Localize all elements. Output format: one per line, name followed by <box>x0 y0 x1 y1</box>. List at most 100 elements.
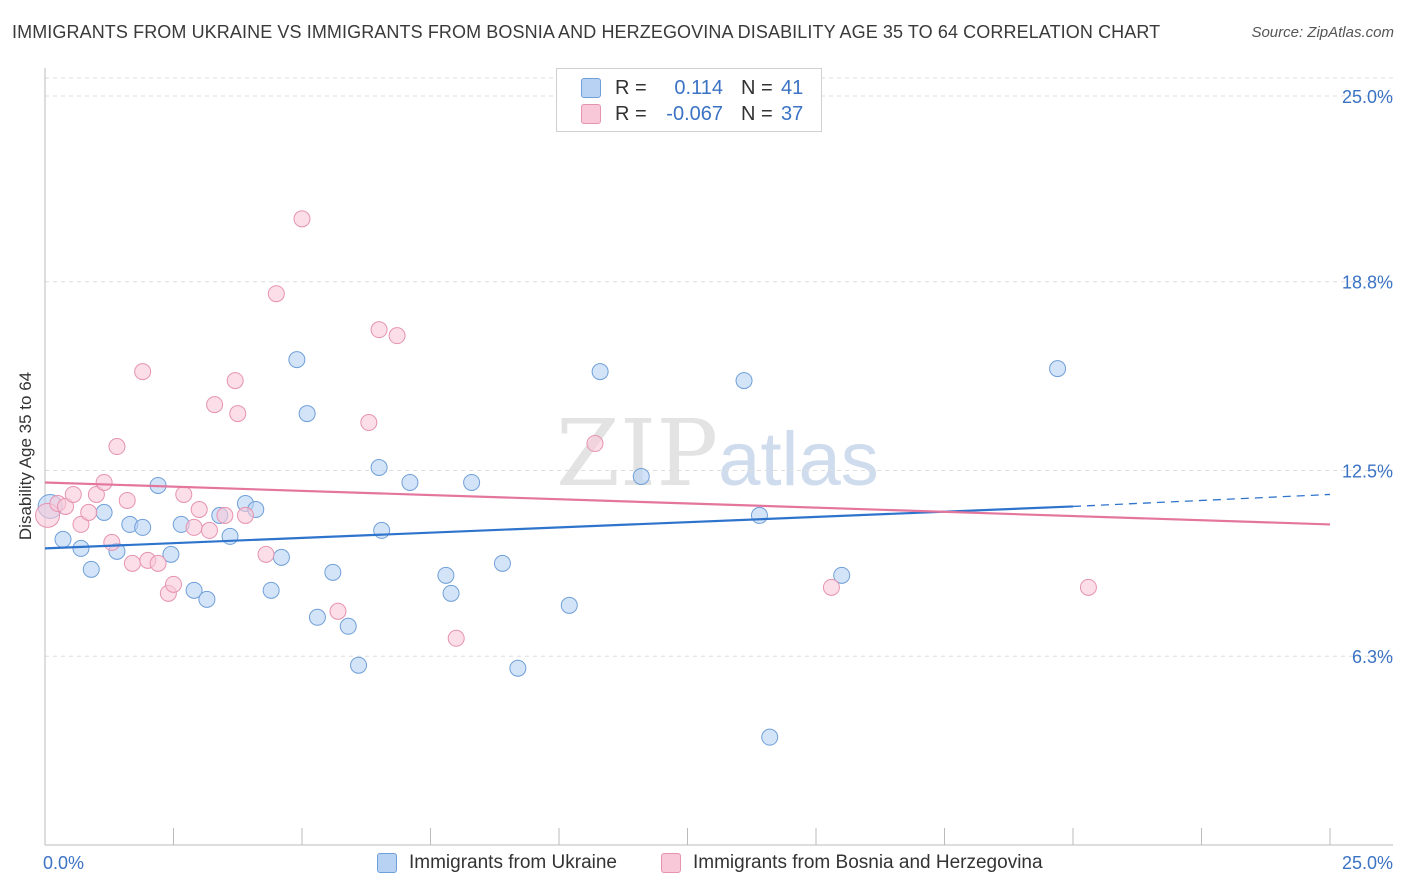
ukraine-point <box>761 728 779 746</box>
bosnia-point <box>206 396 224 414</box>
ukraine-point <box>509 659 527 677</box>
bosnia-point <box>72 515 90 533</box>
bosnia-point <box>293 210 311 228</box>
y-tick-label: 18.8% <box>1342 273 1393 293</box>
ukraine-point <box>95 503 113 521</box>
bosnia-point <box>103 533 121 551</box>
x-tick-label-min: 0.0% <box>43 853 84 873</box>
watermark: ZIPatlas <box>556 400 879 507</box>
n-label: N = <box>741 102 773 125</box>
bosnia-point <box>226 372 244 390</box>
correlation-legend: R = 0.114 N = 41 R = -0.067 N = 37 <box>556 68 822 132</box>
ukraine-point <box>833 566 851 584</box>
bosnia-point <box>165 575 182 593</box>
bosnia-point <box>87 485 105 503</box>
bosnia-point <box>388 327 406 345</box>
y-tick-label: 25.0% <box>1342 87 1393 107</box>
bosnia-point <box>447 629 465 647</box>
legend-item-bosnia: Immigrants from Bosnia and Herzegovina <box>661 852 1043 874</box>
bosnia-point <box>95 473 113 491</box>
n-label: N = <box>741 76 773 99</box>
ukraine-point <box>350 656 368 674</box>
ukraine-point <box>185 581 203 599</box>
bosnia-point <box>123 554 141 572</box>
ukraine-point <box>437 566 455 584</box>
ukraine-point <box>308 608 326 626</box>
ukraine-point <box>324 563 342 581</box>
ukraine-legend-swatch <box>377 853 397 873</box>
ukraine-point <box>162 545 180 563</box>
ukraine-point <box>632 467 650 485</box>
ukraine-point <box>298 405 316 423</box>
bosnia-trendline <box>44 481 1331 526</box>
y-axis-label: Disability Age 35 to 64 <box>16 371 35 541</box>
ukraine-point <box>735 372 753 390</box>
ukraine-point <box>54 530 72 548</box>
n-value: 41 <box>781 76 804 99</box>
legend-label: Immigrants from Ukraine <box>409 852 617 873</box>
r-label: R = <box>615 102 647 125</box>
ukraine-point <box>272 548 290 566</box>
legend-row-bosnia: R = -0.067 N = 37 <box>581 101 803 127</box>
bosnia-swatch <box>581 104 601 124</box>
ukraine-point <box>401 473 419 491</box>
chart-title: IMMIGRANTS FROM UKRAINE VS IMMIGRANTS FR… <box>12 22 1161 42</box>
ukraine-trendline-extension <box>1072 493 1331 508</box>
ukraine-point <box>288 351 306 369</box>
bosnia-legend-swatch <box>661 853 681 873</box>
ukraine-point <box>82 560 100 578</box>
ukraine-point <box>134 518 152 536</box>
ukraine-point <box>560 596 578 614</box>
bosnia-point <box>149 554 167 572</box>
legend-item-ukraine: Immigrants from Ukraine <box>377 852 617 874</box>
y-tick-label: 12.5% <box>1342 461 1393 481</box>
ukraine-point <box>591 363 609 381</box>
bosnia-point <box>257 545 275 563</box>
ukraine-point <box>370 458 388 476</box>
bosnia-point <box>216 506 234 524</box>
watermark-zip: ZIP <box>556 400 719 507</box>
legend-row-ukraine: R = 0.114 N = 41 <box>581 75 803 101</box>
bosnia-point <box>267 285 285 303</box>
bosnia-point <box>57 497 75 515</box>
ukraine-point <box>442 584 460 602</box>
bosnia-point <box>185 518 203 536</box>
ukraine-point <box>463 473 481 491</box>
bosnia-point <box>175 485 193 503</box>
r-value: 0.114 <box>674 76 723 99</box>
ukraine-point <box>1049 360 1067 378</box>
ukraine-trendline <box>44 505 1074 550</box>
watermark-atlas: atlas <box>718 417 879 502</box>
bosnia-point <box>108 438 126 456</box>
bosnia-point <box>329 602 347 620</box>
ukraine-point <box>493 554 511 572</box>
bosnia-point <box>586 435 604 453</box>
source-label: Source: ZipAtlas.com <box>1251 24 1394 41</box>
n-value: 37 <box>781 102 804 125</box>
r-label: R = <box>615 76 647 99</box>
bosnia-point <box>1079 578 1097 596</box>
legend-label: Immigrants from Bosnia and Herzegovina <box>693 852 1043 873</box>
ukraine-point <box>750 506 768 524</box>
ukraine-point <box>198 590 216 608</box>
bosnia-point <box>134 363 152 381</box>
x-tick-label-max: 25.0% <box>1342 853 1393 873</box>
bosnia-point <box>236 506 254 524</box>
ukraine-point <box>339 617 357 635</box>
ukraine-swatch <box>581 78 601 98</box>
bosnia-point <box>80 503 98 521</box>
y-tick-label: 6.3% <box>1352 647 1393 667</box>
bosnia-point <box>229 405 247 423</box>
bosnia-point <box>190 500 208 518</box>
ukraine-point <box>262 581 280 599</box>
bosnia-point <box>200 521 218 539</box>
ukraine-point <box>373 521 391 539</box>
bosnia-point <box>118 491 136 509</box>
bosnia-point <box>370 321 388 339</box>
bosnia-point <box>360 414 378 432</box>
r-value: -0.067 <box>666 102 723 125</box>
ukraine-point <box>72 539 90 557</box>
bosnia-point <box>64 485 82 503</box>
bosnia-point <box>822 578 840 596</box>
